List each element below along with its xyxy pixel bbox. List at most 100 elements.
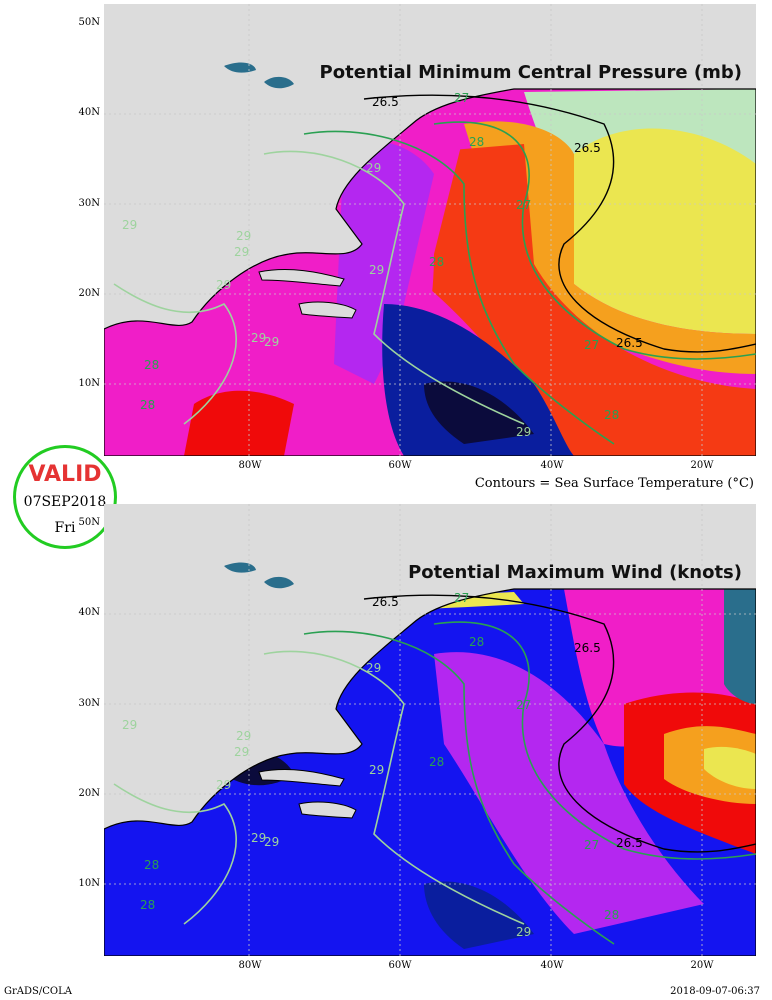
contour-label: 26.5: [372, 595, 399, 609]
lon-label: 60W: [388, 460, 412, 471]
contour-label: 26.5: [372, 95, 399, 109]
lon-label: 40W: [540, 960, 564, 971]
valid-title: VALID: [28, 462, 102, 487]
cuba-island: [258, 269, 345, 287]
contour-label: 28: [469, 635, 484, 649]
sst-contour-28: [303, 630, 615, 945]
field-region: [424, 381, 534, 444]
lat-label: 30N: [78, 198, 100, 209]
hispaniola-island: [298, 801, 357, 819]
sst-contour-26-5: [363, 594, 756, 853]
coastline: [104, 588, 756, 956]
contour-label: 29: [369, 763, 384, 777]
lake: [224, 562, 256, 573]
cuba-island: [258, 769, 345, 787]
contour-label: 29: [516, 925, 531, 939]
lat-label: 50N: [78, 517, 100, 528]
wind-map: 26.5 27 28 29 29 29 29 29 28 28 29 28 27 27 26.5 26.5 28…: [104, 504, 756, 956]
lon-label: 20W: [690, 960, 714, 971]
lon-label: 20W: [690, 460, 714, 471]
contour-label: 28: [429, 255, 444, 269]
sst-contour-29b: [113, 283, 237, 425]
contour-label: 29: [516, 425, 531, 439]
lon-label: 60W: [388, 960, 412, 971]
great-lakes-land: [194, 579, 359, 609]
lake: [224, 62, 256, 73]
great-lakes-land: [194, 79, 359, 109]
contour-label: 29: [251, 331, 266, 345]
contour-label: 28: [140, 898, 155, 912]
field-region: [404, 144, 756, 456]
contour-label: 29: [369, 263, 384, 277]
contour-label: 28: [429, 755, 444, 769]
sst-contour-29b: [113, 783, 237, 925]
lat-label: 30N: [78, 698, 100, 709]
lat-label: 50N: [78, 17, 100, 28]
contour-label: 26.5: [574, 141, 601, 155]
sst-contour-caption: Contours = Sea Surface Temperature (°C): [474, 476, 754, 491]
contour-label: 28: [604, 908, 619, 922]
pressure-map: 26.5 27 28 29 29 29 29 29 28 28 29 28 27 27 26.5 26.5 28…: [104, 4, 756, 456]
contour-label: 27: [516, 698, 531, 712]
contour-label: 29: [122, 218, 137, 232]
contour-label: 29: [236, 229, 251, 243]
sst-contour-26-5: [363, 94, 756, 353]
lat-label: 40N: [78, 607, 100, 618]
field-region: [334, 140, 434, 384]
lon-label: 40W: [540, 460, 564, 471]
contour-label: 28: [604, 408, 619, 422]
contour-label: 27: [584, 338, 599, 352]
contour-label: 29: [251, 831, 266, 845]
contour-label: 27: [454, 591, 469, 605]
pressure-map-title: Potential Minimum Central Pressure (mb): [319, 62, 742, 83]
contour-label: 27: [454, 91, 469, 105]
lat-label: 10N: [78, 878, 100, 889]
wind-map-title: Potential Maximum Wind (knots): [408, 562, 742, 583]
field-region: [184, 390, 294, 456]
sst-contour-29: [263, 150, 525, 425]
lat-label: 10N: [78, 378, 100, 389]
contour-label: 29: [122, 718, 137, 732]
field-region: [382, 304, 574, 456]
contour-label: 29: [234, 745, 249, 759]
field-region: [464, 121, 756, 374]
field-region: [704, 746, 756, 789]
contour-label: 29: [264, 835, 279, 849]
lat-label: 20N: [78, 788, 100, 799]
coastline: [104, 88, 756, 456]
lon-label: 80W: [238, 960, 262, 971]
lake: [264, 76, 294, 89]
contour-label: 26.5: [574, 641, 601, 655]
field-region: [724, 589, 756, 704]
sst-contour-28: [303, 130, 615, 445]
lon-label: 80W: [238, 460, 262, 471]
contour-label: 26.5: [616, 836, 643, 850]
contour-label: 29: [264, 335, 279, 349]
sst-contour-29: [263, 650, 525, 925]
contour-label: 28: [144, 358, 159, 372]
contour-label: 29: [236, 729, 251, 743]
contour-label: 29: [366, 161, 381, 175]
sst-contour-27: [433, 621, 756, 860]
contour-label: 27: [516, 198, 531, 212]
contour-label: 27: [584, 838, 599, 852]
hispaniola-island: [298, 301, 357, 319]
sst-contour-27: [433, 121, 756, 360]
footer-credit: GrADS/COLA: [4, 986, 72, 997]
lat-label: 20N: [78, 288, 100, 299]
contour-label: 29: [366, 661, 381, 675]
contour-label: 26.5: [616, 336, 643, 350]
valid-date: 07SEP2018: [23, 494, 107, 510]
contour-label: 28: [140, 398, 155, 412]
valid-day: Fri: [54, 520, 76, 536]
contour-label: 28: [469, 135, 484, 149]
contour-label: 29: [234, 245, 249, 259]
lake: [264, 576, 294, 589]
footer-timestamp: 2018-09-07-06:37: [670, 986, 760, 997]
lat-label: 40N: [78, 107, 100, 118]
valid-date-badge: VALID 07SEP2018 Fri: [13, 445, 117, 549]
contour-label: 28: [144, 858, 159, 872]
contour-label: 29: [216, 778, 231, 792]
field-region: [574, 128, 756, 334]
field-region: [424, 881, 534, 949]
